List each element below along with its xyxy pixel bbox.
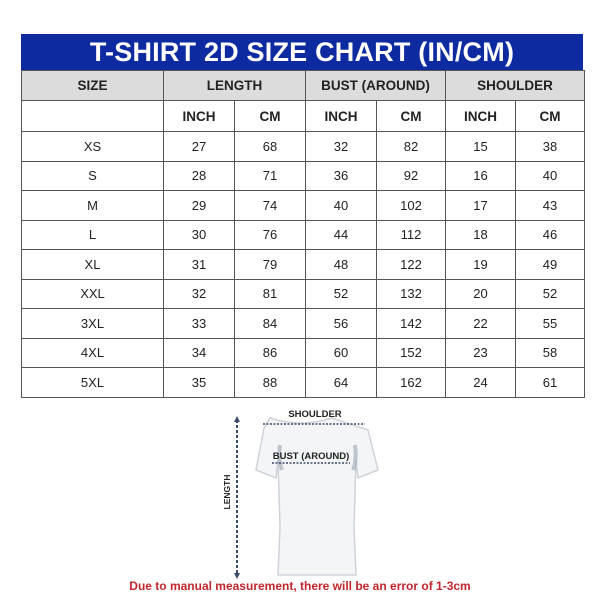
length-header: LENGTH (163, 70, 306, 101)
value-cell: 40 (305, 190, 377, 221)
value-cell: 32 (163, 278, 235, 309)
value-cell: 27 (163, 131, 235, 162)
value-cell: 17 (445, 190, 516, 221)
size-table: SIZE LENGTH BUST (AROUND) SHOULDER INCH … (21, 70, 586, 398)
bust-header: BUST (AROUND) (305, 70, 446, 101)
value-cell: 49 (514, 249, 586, 280)
size-cell: 4XL (21, 337, 164, 368)
size-cell: M (21, 190, 164, 221)
header-row: SIZE LENGTH BUST (AROUND) SHOULDER (21, 70, 586, 101)
blank-cell (21, 100, 164, 132)
value-cell: 15 (445, 131, 516, 162)
value-cell: 71 (234, 160, 306, 191)
value-cell: 56 (305, 308, 377, 339)
value-cell: 68 (234, 131, 306, 162)
unit-header: INCH (163, 100, 235, 132)
length-label: LENGTH (222, 475, 232, 510)
size-cell: XS (21, 131, 164, 162)
value-cell: 76 (234, 219, 306, 250)
value-cell: 86 (234, 337, 306, 368)
value-cell: 38 (514, 131, 586, 162)
table-row: L 30 76 44 112 18 46 (21, 219, 586, 250)
value-cell: 43 (514, 190, 586, 221)
value-cell: 82 (376, 131, 446, 162)
value-cell: 24 (445, 367, 516, 398)
value-cell: 35 (163, 367, 235, 398)
size-cell: S (21, 160, 164, 191)
shoulder-label: SHOULDER (288, 409, 341, 420)
table-row: 3XL 33 84 56 142 22 55 (21, 308, 586, 339)
unit-row: INCH CM INCH CM INCH CM (21, 100, 586, 132)
value-cell: 48 (305, 249, 377, 280)
value-cell: 20 (445, 278, 516, 309)
value-cell: 74 (234, 190, 306, 221)
value-cell: 162 (376, 367, 446, 398)
table-row: XXL 32 81 52 132 20 52 (21, 278, 586, 309)
value-cell: 32 (305, 131, 377, 162)
table-row: M 29 74 40 102 17 43 (21, 190, 586, 221)
tshirt-diagram: SHOULDER BUST (AROUND) LENGTH (222, 409, 379, 579)
size-cell: XXL (21, 278, 164, 309)
value-cell: 28 (163, 160, 235, 191)
table-row: XL 31 79 48 122 19 49 (21, 249, 586, 280)
value-cell: 33 (163, 308, 235, 339)
value-cell: 81 (234, 278, 306, 309)
table-row: 4XL 34 86 60 152 23 58 (21, 337, 586, 368)
size-cell: 5XL (21, 367, 164, 398)
value-cell: 34 (163, 337, 235, 368)
table-row: XS 27 68 32 82 15 38 (21, 131, 586, 162)
shoulder-header: SHOULDER (444, 70, 586, 101)
value-cell: 122 (376, 249, 446, 280)
value-cell: 61 (514, 367, 586, 398)
value-cell: 64 (305, 367, 377, 398)
value-cell: 52 (514, 278, 586, 309)
value-cell: 79 (234, 249, 306, 280)
value-cell: 102 (376, 190, 446, 221)
value-cell: 55 (514, 308, 586, 339)
value-cell: 152 (376, 337, 446, 368)
bust-label: BUST (AROUND) (273, 451, 350, 462)
unit-header: INCH (305, 100, 377, 132)
value-cell: 30 (163, 219, 235, 250)
value-cell: 23 (445, 337, 516, 368)
value-cell: 92 (376, 160, 446, 191)
value-cell: 112 (376, 219, 446, 250)
unit-header: CM (514, 100, 586, 132)
size-cell: 3XL (21, 308, 164, 339)
unit-header: CM (376, 100, 446, 132)
value-cell: 88 (234, 367, 306, 398)
measurement-note: Due to manual measurement, there will be… (129, 579, 471, 593)
unit-header: CM (234, 100, 306, 132)
tshirt-shape (255, 417, 379, 576)
value-cell: 132 (376, 278, 446, 309)
size-header: SIZE (21, 70, 164, 101)
value-cell: 84 (234, 308, 306, 339)
value-cell: 29 (163, 190, 235, 221)
unit-header: INCH (445, 100, 516, 132)
value-cell: 36 (305, 160, 377, 191)
size-cell: L (21, 219, 164, 250)
value-cell: 22 (445, 308, 516, 339)
value-cell: 44 (305, 219, 377, 250)
value-cell: 58 (514, 337, 586, 368)
chart-title: T-SHIRT 2D SIZE CHART (IN/CM) (21, 34, 583, 70)
table-row: 5XL 35 88 64 162 24 61 (21, 367, 586, 398)
value-cell: 142 (376, 308, 446, 339)
value-cell: 16 (445, 160, 516, 191)
size-cell: XL (21, 249, 164, 280)
value-cell: 19 (445, 249, 516, 280)
value-cell: 18 (445, 219, 516, 250)
value-cell: 52 (305, 278, 377, 309)
value-cell: 60 (305, 337, 377, 368)
value-cell: 40 (514, 160, 586, 191)
value-cell: 31 (163, 249, 235, 280)
table-row: S 28 71 36 92 16 40 (21, 160, 586, 191)
value-cell: 46 (514, 219, 586, 250)
